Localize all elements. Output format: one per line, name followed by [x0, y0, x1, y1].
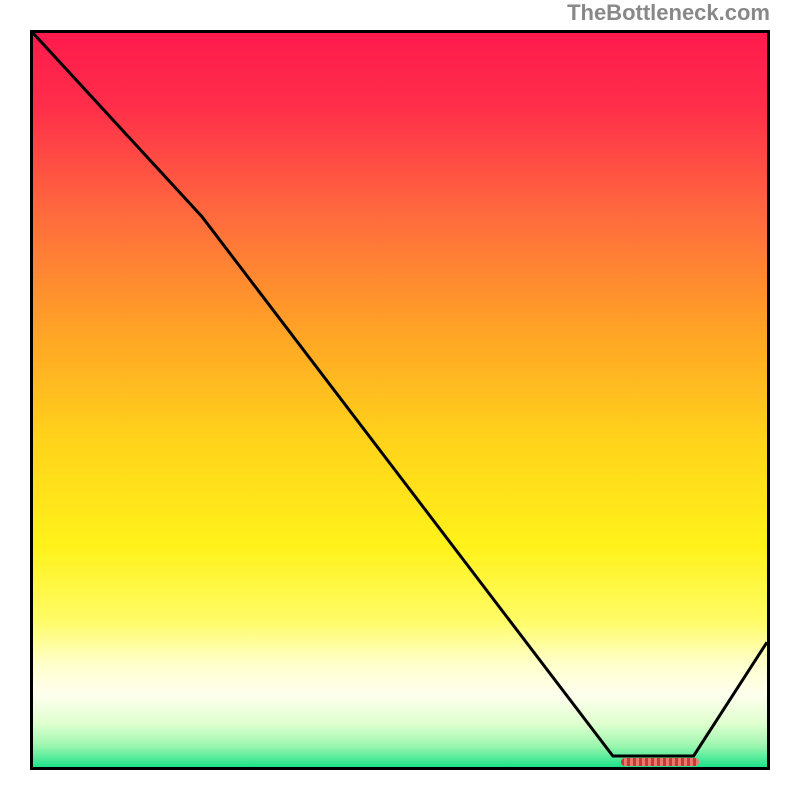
optimal-range-marker	[621, 758, 699, 766]
plot-area	[30, 30, 770, 770]
curve-layer	[33, 33, 767, 767]
chart-container: TheBottleneck.com	[0, 0, 800, 800]
watermark-text: TheBottleneck.com	[567, 0, 770, 26]
bottleneck-curve	[33, 33, 767, 756]
